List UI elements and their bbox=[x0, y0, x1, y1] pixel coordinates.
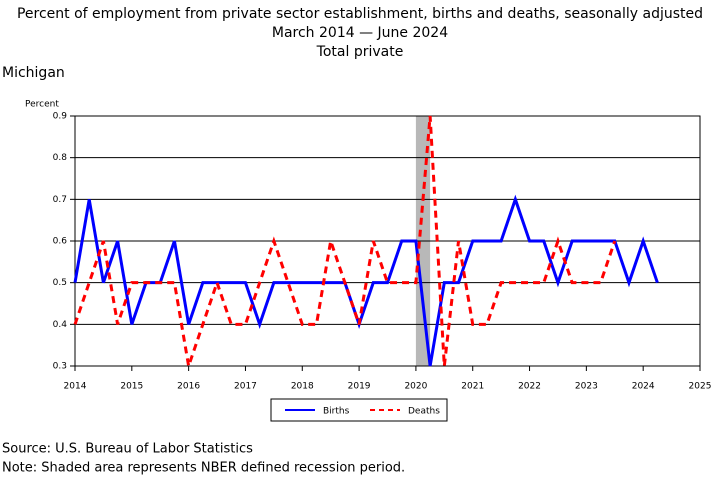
chart-title: Percent of employment from private secto… bbox=[17, 6, 703, 22]
x-tick-label: 2017 bbox=[234, 382, 257, 392]
x-tick-label: 2018 bbox=[291, 382, 314, 392]
x-tick-label: 2023 bbox=[575, 382, 598, 392]
x-tick-label: 2024 bbox=[632, 382, 655, 392]
y-tick-label: 0.9 bbox=[53, 112, 68, 122]
x-tick-label: 2022 bbox=[518, 382, 541, 392]
x-tick-label: 2021 bbox=[461, 382, 484, 392]
legend-label: Births bbox=[323, 407, 350, 417]
legend-box bbox=[270, 398, 448, 422]
plot-frame bbox=[74, 115, 701, 367]
note: Note: Shaded area represents NBER define… bbox=[2, 461, 405, 476]
x-tick-label: 2025 bbox=[689, 382, 712, 392]
y-tick-label: 0.3 bbox=[53, 362, 67, 372]
series-line bbox=[73, 194, 659, 367]
x-tick-label: 2019 bbox=[348, 382, 371, 392]
x-tick-label: 2020 bbox=[404, 382, 427, 392]
y-tick-label: 0.5 bbox=[53, 278, 67, 288]
chart-subtitle: March 2014 — June 2024 bbox=[272, 25, 448, 41]
y-tick-label: 0.6 bbox=[53, 237, 68, 247]
region-label: Michigan bbox=[2, 65, 65, 81]
legend-label: Deaths bbox=[408, 407, 440, 417]
x-tick-label: 2016 bbox=[177, 382, 200, 392]
x-tick-label: 2014 bbox=[64, 382, 87, 392]
x-tick-label: 2015 bbox=[120, 382, 143, 392]
y-tick-label: 0.8 bbox=[53, 153, 68, 163]
chart-subtitle: Total private bbox=[316, 44, 404, 60]
y-tick-label: 0.7 bbox=[53, 195, 67, 205]
series-line bbox=[73, 115, 617, 367]
y-axis-label: Percent bbox=[25, 100, 59, 110]
source: Source: U.S. Bureau of Labor Statistics bbox=[2, 442, 253, 457]
y-tick-label: 0.4 bbox=[53, 320, 68, 330]
